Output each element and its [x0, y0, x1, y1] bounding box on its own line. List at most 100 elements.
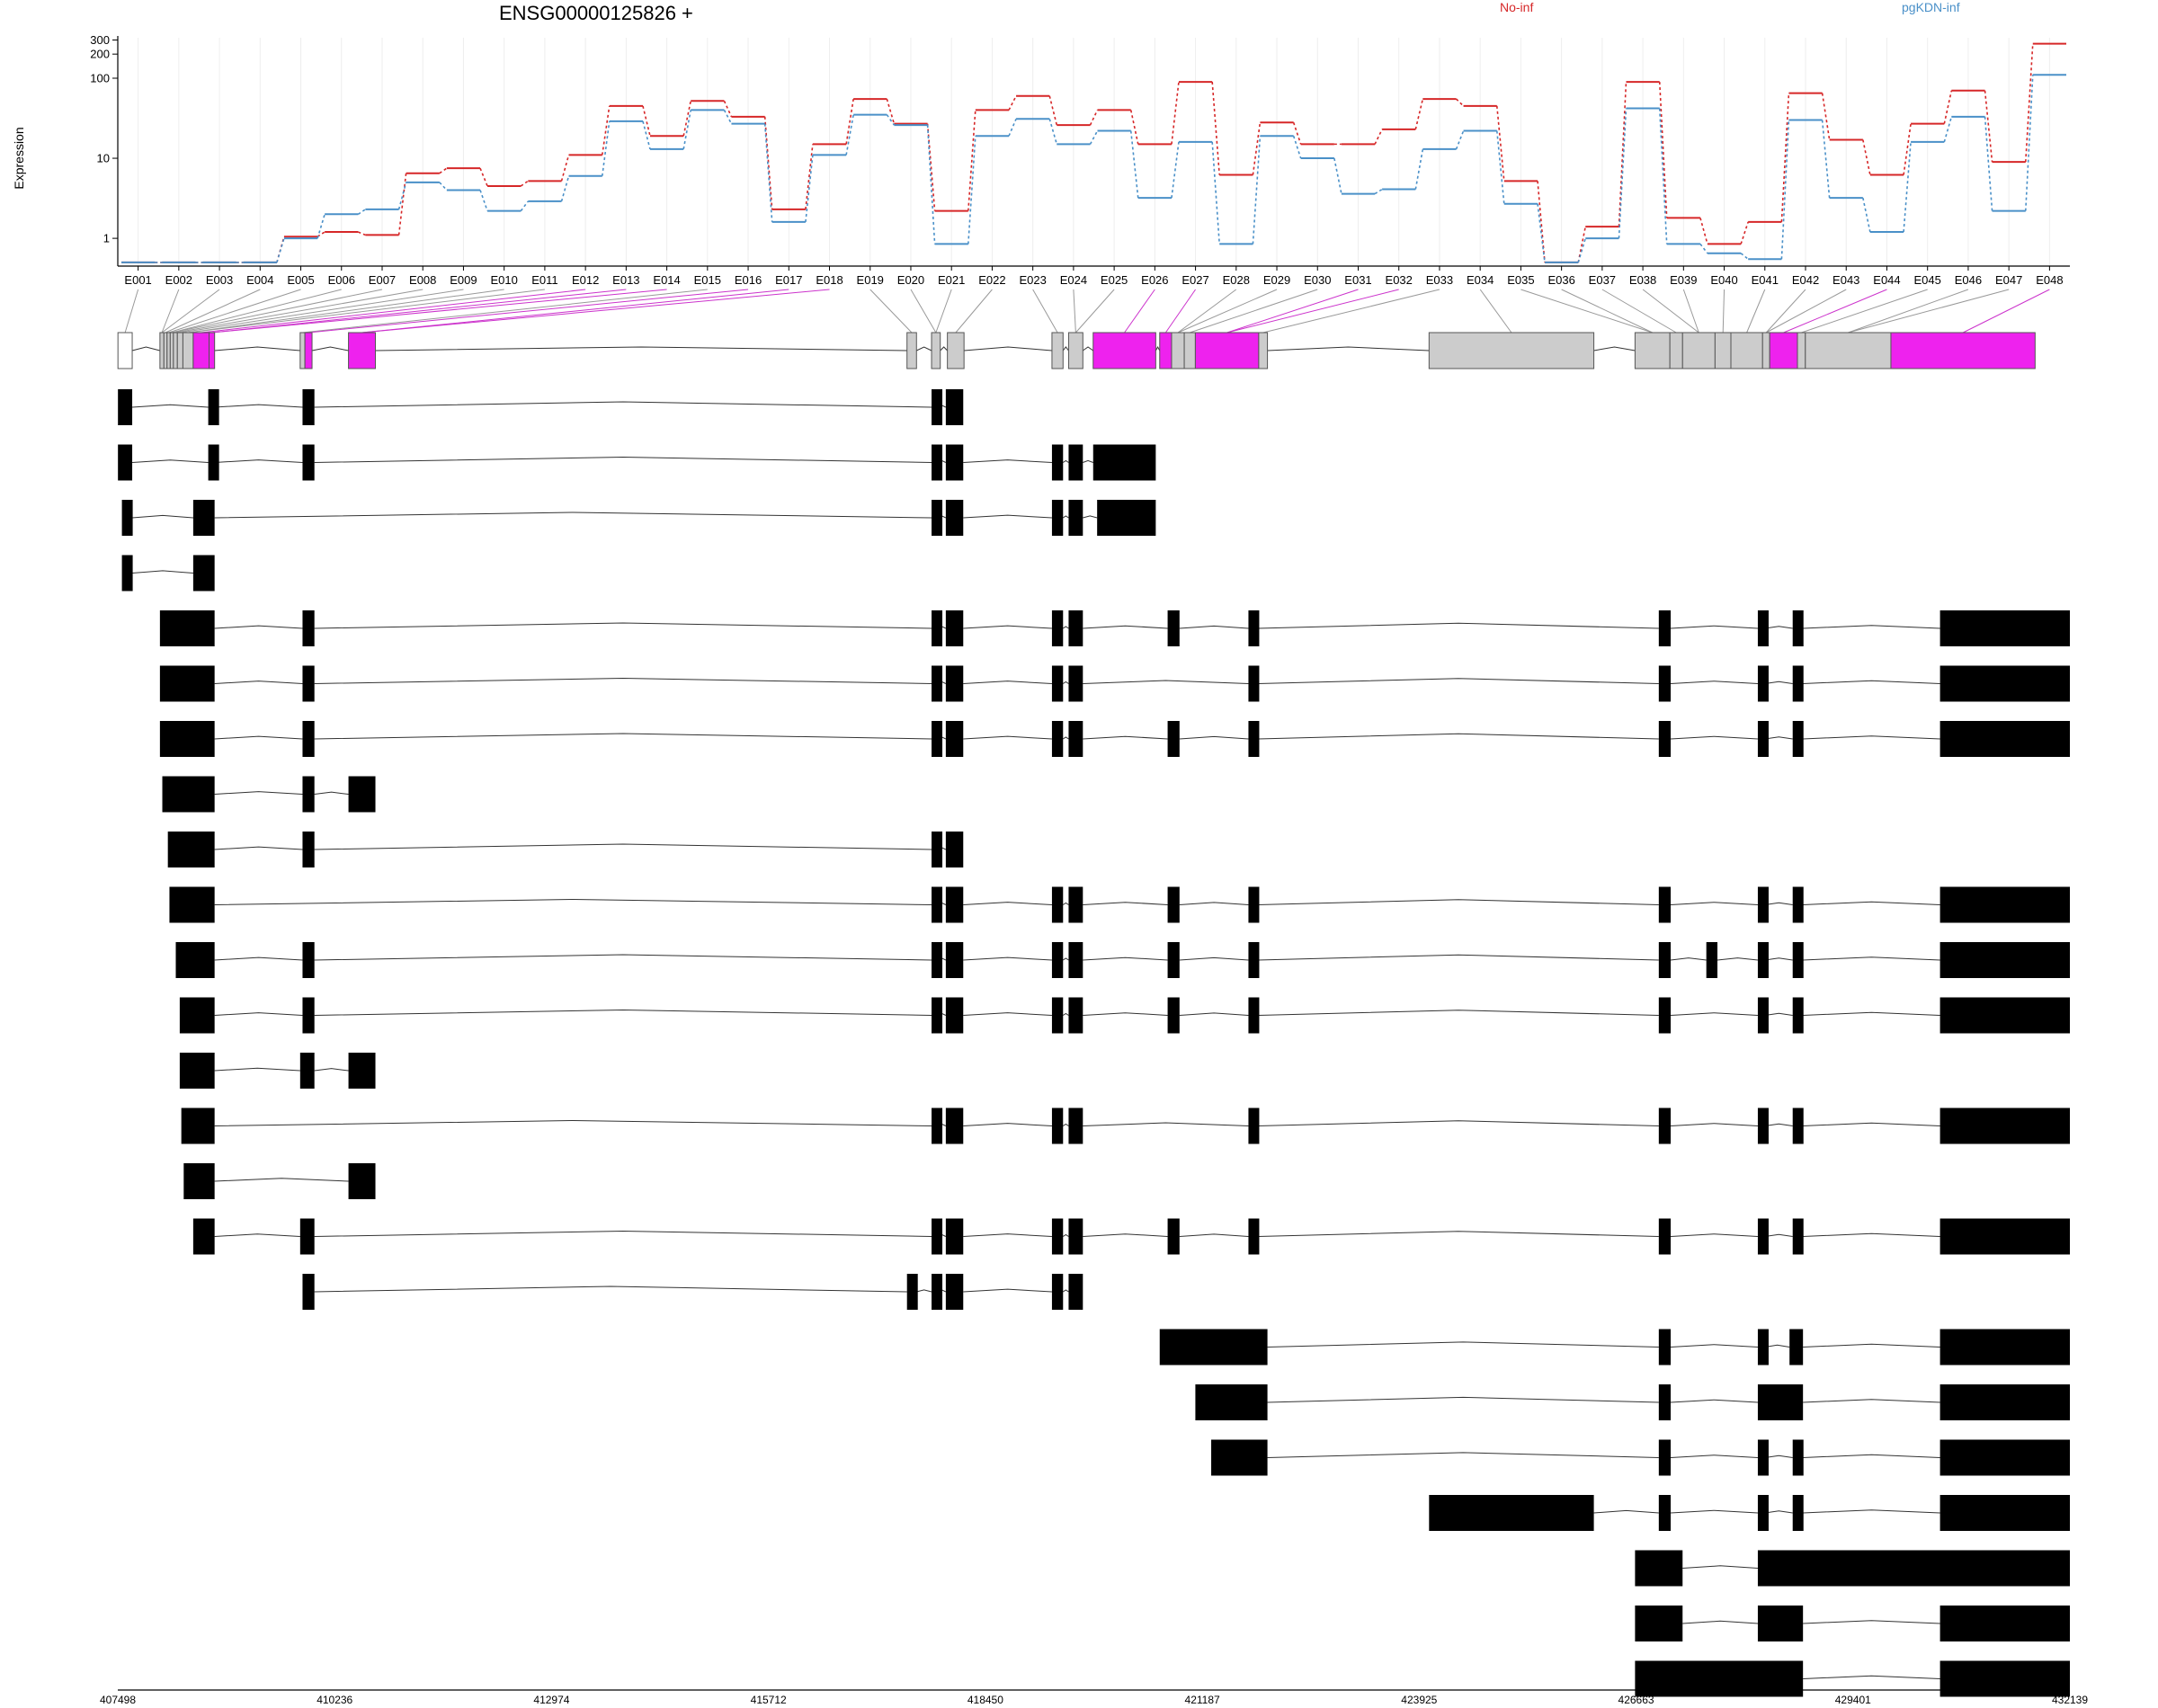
transcript-exon [1068, 942, 1083, 978]
transcript-intron [1062, 626, 1069, 629]
exon-bin [117, 332, 133, 369]
transcript-exon [1757, 1439, 1769, 1476]
exon-connector [1190, 289, 1318, 334]
genomic-tick-label: 415712 [751, 1694, 787, 1706]
transcript-exon [1658, 997, 1672, 1034]
transcript-exon [1068, 721, 1083, 757]
series-connector [1862, 139, 1871, 175]
transcript-21 [1429, 1495, 2070, 1531]
exon-connector [1226, 289, 1399, 334]
transcript-exon [159, 721, 215, 757]
transcript-exon [1792, 942, 1804, 978]
transcript-exon [1757, 1606, 1804, 1641]
exon-connector [180, 289, 464, 334]
transcript-7 [159, 721, 2070, 757]
transcript-exon [1167, 721, 1180, 757]
transcript-exon [175, 942, 215, 978]
transcript-intron [1764, 902, 1793, 905]
transcript-intron [1671, 735, 1758, 740]
chart-title: ENSG00000125826 + [499, 2, 693, 24]
transcript-intron [963, 459, 1052, 463]
exon-label: E029 [1263, 273, 1290, 287]
exon-bin [1714, 332, 1732, 369]
transcript-exon [208, 444, 219, 481]
exon-bin [1669, 332, 1683, 369]
exon-label: E044 [1873, 273, 1900, 287]
transcript-exon [302, 776, 315, 813]
transcript-exon [1635, 1606, 1683, 1641]
series-connector [1374, 129, 1383, 145]
exon-label: E022 [978, 273, 1005, 287]
transcript-intron [1257, 954, 1659, 961]
transcript-intron [314, 1285, 907, 1293]
exon-connector [188, 289, 504, 334]
transcript-intron [314, 1230, 932, 1237]
series-connector [1821, 120, 1831, 199]
series-connector [642, 105, 651, 137]
transcript-intron [1803, 1011, 1940, 1016]
exon-bin [1067, 332, 1083, 369]
series-connector [1456, 98, 1465, 107]
exon-bin [1428, 332, 1595, 369]
series-connector [1171, 81, 1180, 145]
exon-connector [1848, 289, 2010, 334]
transcript-15 [183, 1163, 376, 1199]
exon-connector [161, 289, 180, 334]
transcript-exon [1792, 610, 1804, 646]
transcript-exon [1051, 444, 1064, 481]
series-connector [763, 116, 773, 209]
transcript-intron [1062, 902, 1069, 905]
transcript-exon [1940, 1218, 2070, 1255]
exon-label: E040 [1710, 273, 1737, 287]
transcript-intron [1083, 680, 1249, 684]
series-connector [1414, 98, 1424, 130]
exon-connector [1262, 289, 1440, 334]
gridlines [138, 38, 2050, 266]
transcript-intron [1671, 1399, 1758, 1403]
series-connector [601, 120, 611, 176]
exon-label: E043 [1833, 273, 1859, 287]
transcript-exon [1792, 1495, 1804, 1531]
genomic-coordinate-axis: 407498 410236 412974 415712 418450 421187 4239… [100, 1689, 2088, 1706]
exon-connector [1032, 289, 1058, 334]
transcript-exon [179, 997, 215, 1034]
transcript-exon [162, 776, 215, 813]
exon-connector [168, 289, 301, 334]
exon-label: E048 [2036, 273, 2063, 287]
transcript-intron [1062, 736, 1069, 740]
transcript-intron [1670, 957, 1707, 961]
transcript-intron [1257, 1010, 1659, 1016]
transcript-exon [118, 389, 133, 425]
transcript-exon [181, 1108, 215, 1144]
transcript-exon [1658, 665, 1672, 702]
transcript-intron [963, 681, 1052, 684]
transcript-intron [1764, 1344, 1790, 1348]
exon-label: E032 [1386, 273, 1413, 287]
series-no-inf [121, 42, 2066, 263]
transcript-intron [1083, 625, 1168, 629]
transcript-exon [1248, 665, 1260, 702]
transcript-22 [1635, 1550, 2070, 1587]
transcript-exon [1792, 886, 1804, 923]
transcript-exon [1940, 1495, 2070, 1531]
genomic-tick-label: 412974 [533, 1694, 569, 1706]
y-axis-label: Expression [12, 127, 26, 189]
exon-bin [1258, 332, 1269, 369]
transcript-exon [1940, 1108, 2070, 1144]
transcript-exon [1068, 997, 1083, 1034]
exon-bin [947, 332, 965, 369]
transcript-exon [1159, 1329, 1268, 1366]
transcript-exon [1757, 886, 1769, 923]
transcript-3 [121, 500, 1156, 536]
transcript-20 [1211, 1439, 2070, 1476]
transcript-intron [1803, 1675, 1940, 1679]
series-connector [682, 110, 691, 150]
gene-model-track [117, 332, 2036, 369]
transcript-intron [314, 791, 349, 795]
transcript-exon [1051, 500, 1064, 536]
transcript-intron [1803, 956, 1940, 961]
series-connector [1780, 120, 1790, 260]
series-connector [1699, 243, 1708, 254]
exon-connector [1164, 289, 1196, 334]
